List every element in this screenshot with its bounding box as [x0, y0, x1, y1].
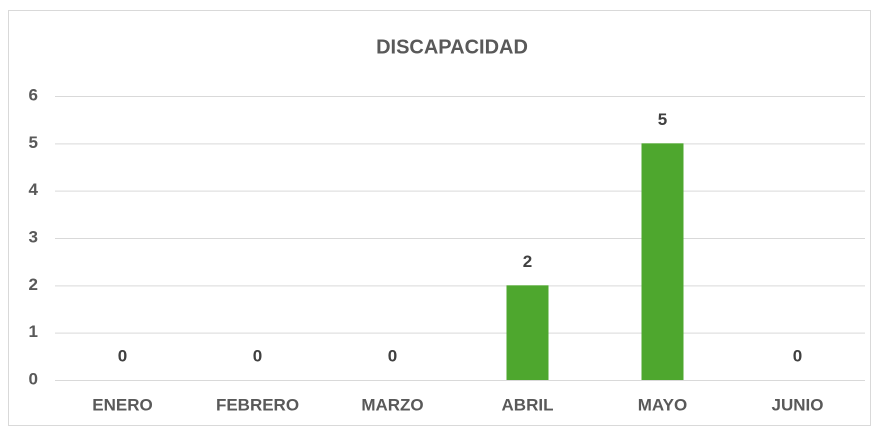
y-tick-label: 5: [29, 133, 38, 152]
x-tick-label: FEBRERO: [216, 395, 299, 414]
y-tick-label: 3: [29, 227, 38, 246]
y-tick-label: 4: [29, 180, 39, 199]
data-label: 0: [793, 346, 802, 365]
x-tick-label: JUNIO: [772, 395, 824, 414]
data-label: 5: [658, 110, 667, 129]
x-tick-label: ENERO: [92, 395, 152, 414]
x-tick-label: MARZO: [361, 395, 423, 414]
y-tick-label: 6: [29, 85, 38, 104]
data-label: 0: [118, 346, 127, 365]
chart-title: DISCAPACIDAD: [376, 36, 528, 58]
x-tick-label: MAYO: [638, 395, 687, 414]
chart-border: [8, 10, 871, 426]
bar: [641, 143, 684, 380]
y-tick-label: 2: [29, 275, 38, 294]
x-tick-label: ABRIL: [502, 395, 554, 414]
bar: [506, 285, 549, 380]
data-label: 0: [253, 346, 262, 365]
y-tick-label: 0: [29, 369, 38, 388]
y-tick-label: 1: [29, 322, 38, 341]
data-label: 2: [523, 252, 532, 271]
data-label: 0: [388, 346, 397, 365]
